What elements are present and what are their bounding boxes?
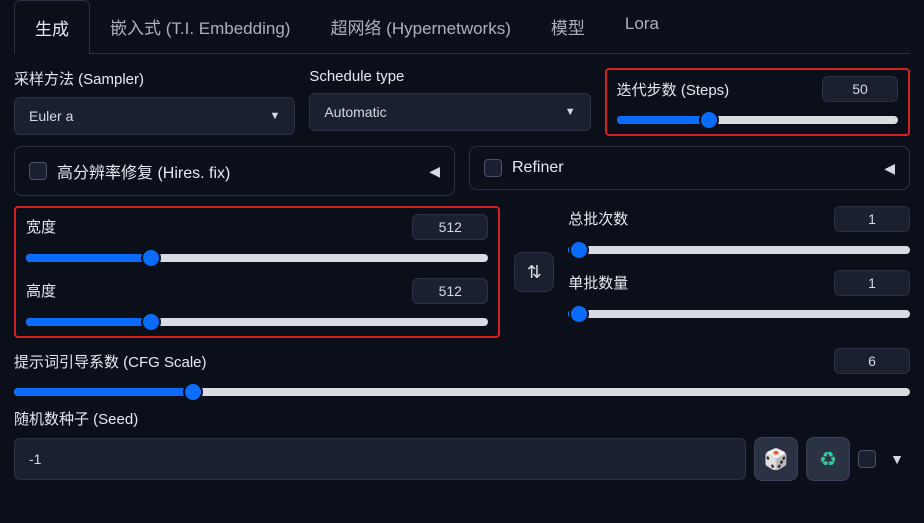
steps-slider[interactable] <box>617 116 898 124</box>
batch-count-value[interactable]: 1 <box>834 206 910 232</box>
sampler-value: Euler a <box>29 108 73 124</box>
tab-generate[interactable]: 生成 <box>14 0 90 54</box>
reuse-seed-button[interactable]: ♻ <box>806 437 850 481</box>
cfg-value[interactable]: 6 <box>834 348 910 374</box>
batch-count-slider[interactable] <box>568 246 910 254</box>
extra-seed-checkbox[interactable] <box>858 450 876 468</box>
swap-icon: ⇅ <box>527 262 542 283</box>
chevron-down-icon: ▼ <box>565 106 576 118</box>
schedule-value: Automatic <box>324 104 386 120</box>
refiner-checkbox[interactable] <box>484 159 502 177</box>
refiner-accordion[interactable]: Refiner ◀ <box>469 146 910 190</box>
height-slider[interactable] <box>26 318 488 326</box>
dimensions-group-highlight: 宽度 512 高度 512 <box>14 206 500 338</box>
schedule-select[interactable]: Automatic ▼ <box>309 93 590 131</box>
tab-hypernetworks[interactable]: 超网络 (Hypernetworks) <box>310 0 530 53</box>
tab-lora[interactable]: Lora <box>605 0 679 53</box>
chevron-down-icon: ▼ <box>269 110 280 122</box>
recycle-icon: ♻ <box>819 447 837 472</box>
cfg-slider[interactable] <box>14 388 910 396</box>
batch-size-value[interactable]: 1 <box>834 270 910 296</box>
batch-size-label: 单批数量 <box>568 272 824 293</box>
random-seed-button[interactable]: 🎲 <box>754 437 798 481</box>
tabs: 生成 嵌入式 (T.I. Embedding) 超网络 (Hypernetwor… <box>14 0 910 54</box>
sampler-select[interactable]: Euler a ▼ <box>14 97 295 135</box>
sampler-label: 采样方法 (Sampler) <box>14 68 295 89</box>
extra-seed-expand[interactable]: ▼ <box>884 451 910 467</box>
schedule-label: Schedule type <box>309 68 590 85</box>
tab-embedding[interactable]: 嵌入式 (T.I. Embedding) <box>90 0 310 53</box>
tab-checkpoints[interactable]: 模型 <box>531 0 605 53</box>
hires-fix-label: 高分辨率修复 (Hires. fix) <box>57 159 419 183</box>
dice-icon: 🎲 <box>764 447 789 472</box>
steps-value[interactable]: 50 <box>822 76 898 102</box>
height-value[interactable]: 512 <box>412 278 488 304</box>
triangle-left-icon: ◀ <box>884 160 895 177</box>
width-slider[interactable] <box>26 254 488 262</box>
steps-group-highlight: 迭代步数 (Steps) 50 <box>605 68 910 136</box>
seed-label: 随机数种子 (Seed) <box>14 408 910 429</box>
batch-count-label: 总批次数 <box>568 208 824 229</box>
cfg-label: 提示词引导系数 (CFG Scale) <box>14 351 822 372</box>
batch-size-slider[interactable] <box>568 310 910 318</box>
steps-label: 迭代步数 (Steps) <box>617 79 810 100</box>
triangle-left-icon: ◀ <box>429 163 440 180</box>
hires-fix-checkbox[interactable] <box>29 162 47 180</box>
width-label: 宽度 <box>26 216 402 237</box>
width-value[interactable]: 512 <box>412 214 488 240</box>
hires-fix-accordion[interactable]: 高分辨率修复 (Hires. fix) ◀ <box>14 146 455 196</box>
swap-dimensions-button[interactable]: ⇅ <box>514 252 554 292</box>
refiner-label: Refiner <box>512 159 874 177</box>
height-label: 高度 <box>26 280 402 301</box>
seed-input[interactable]: -1 <box>14 438 746 480</box>
